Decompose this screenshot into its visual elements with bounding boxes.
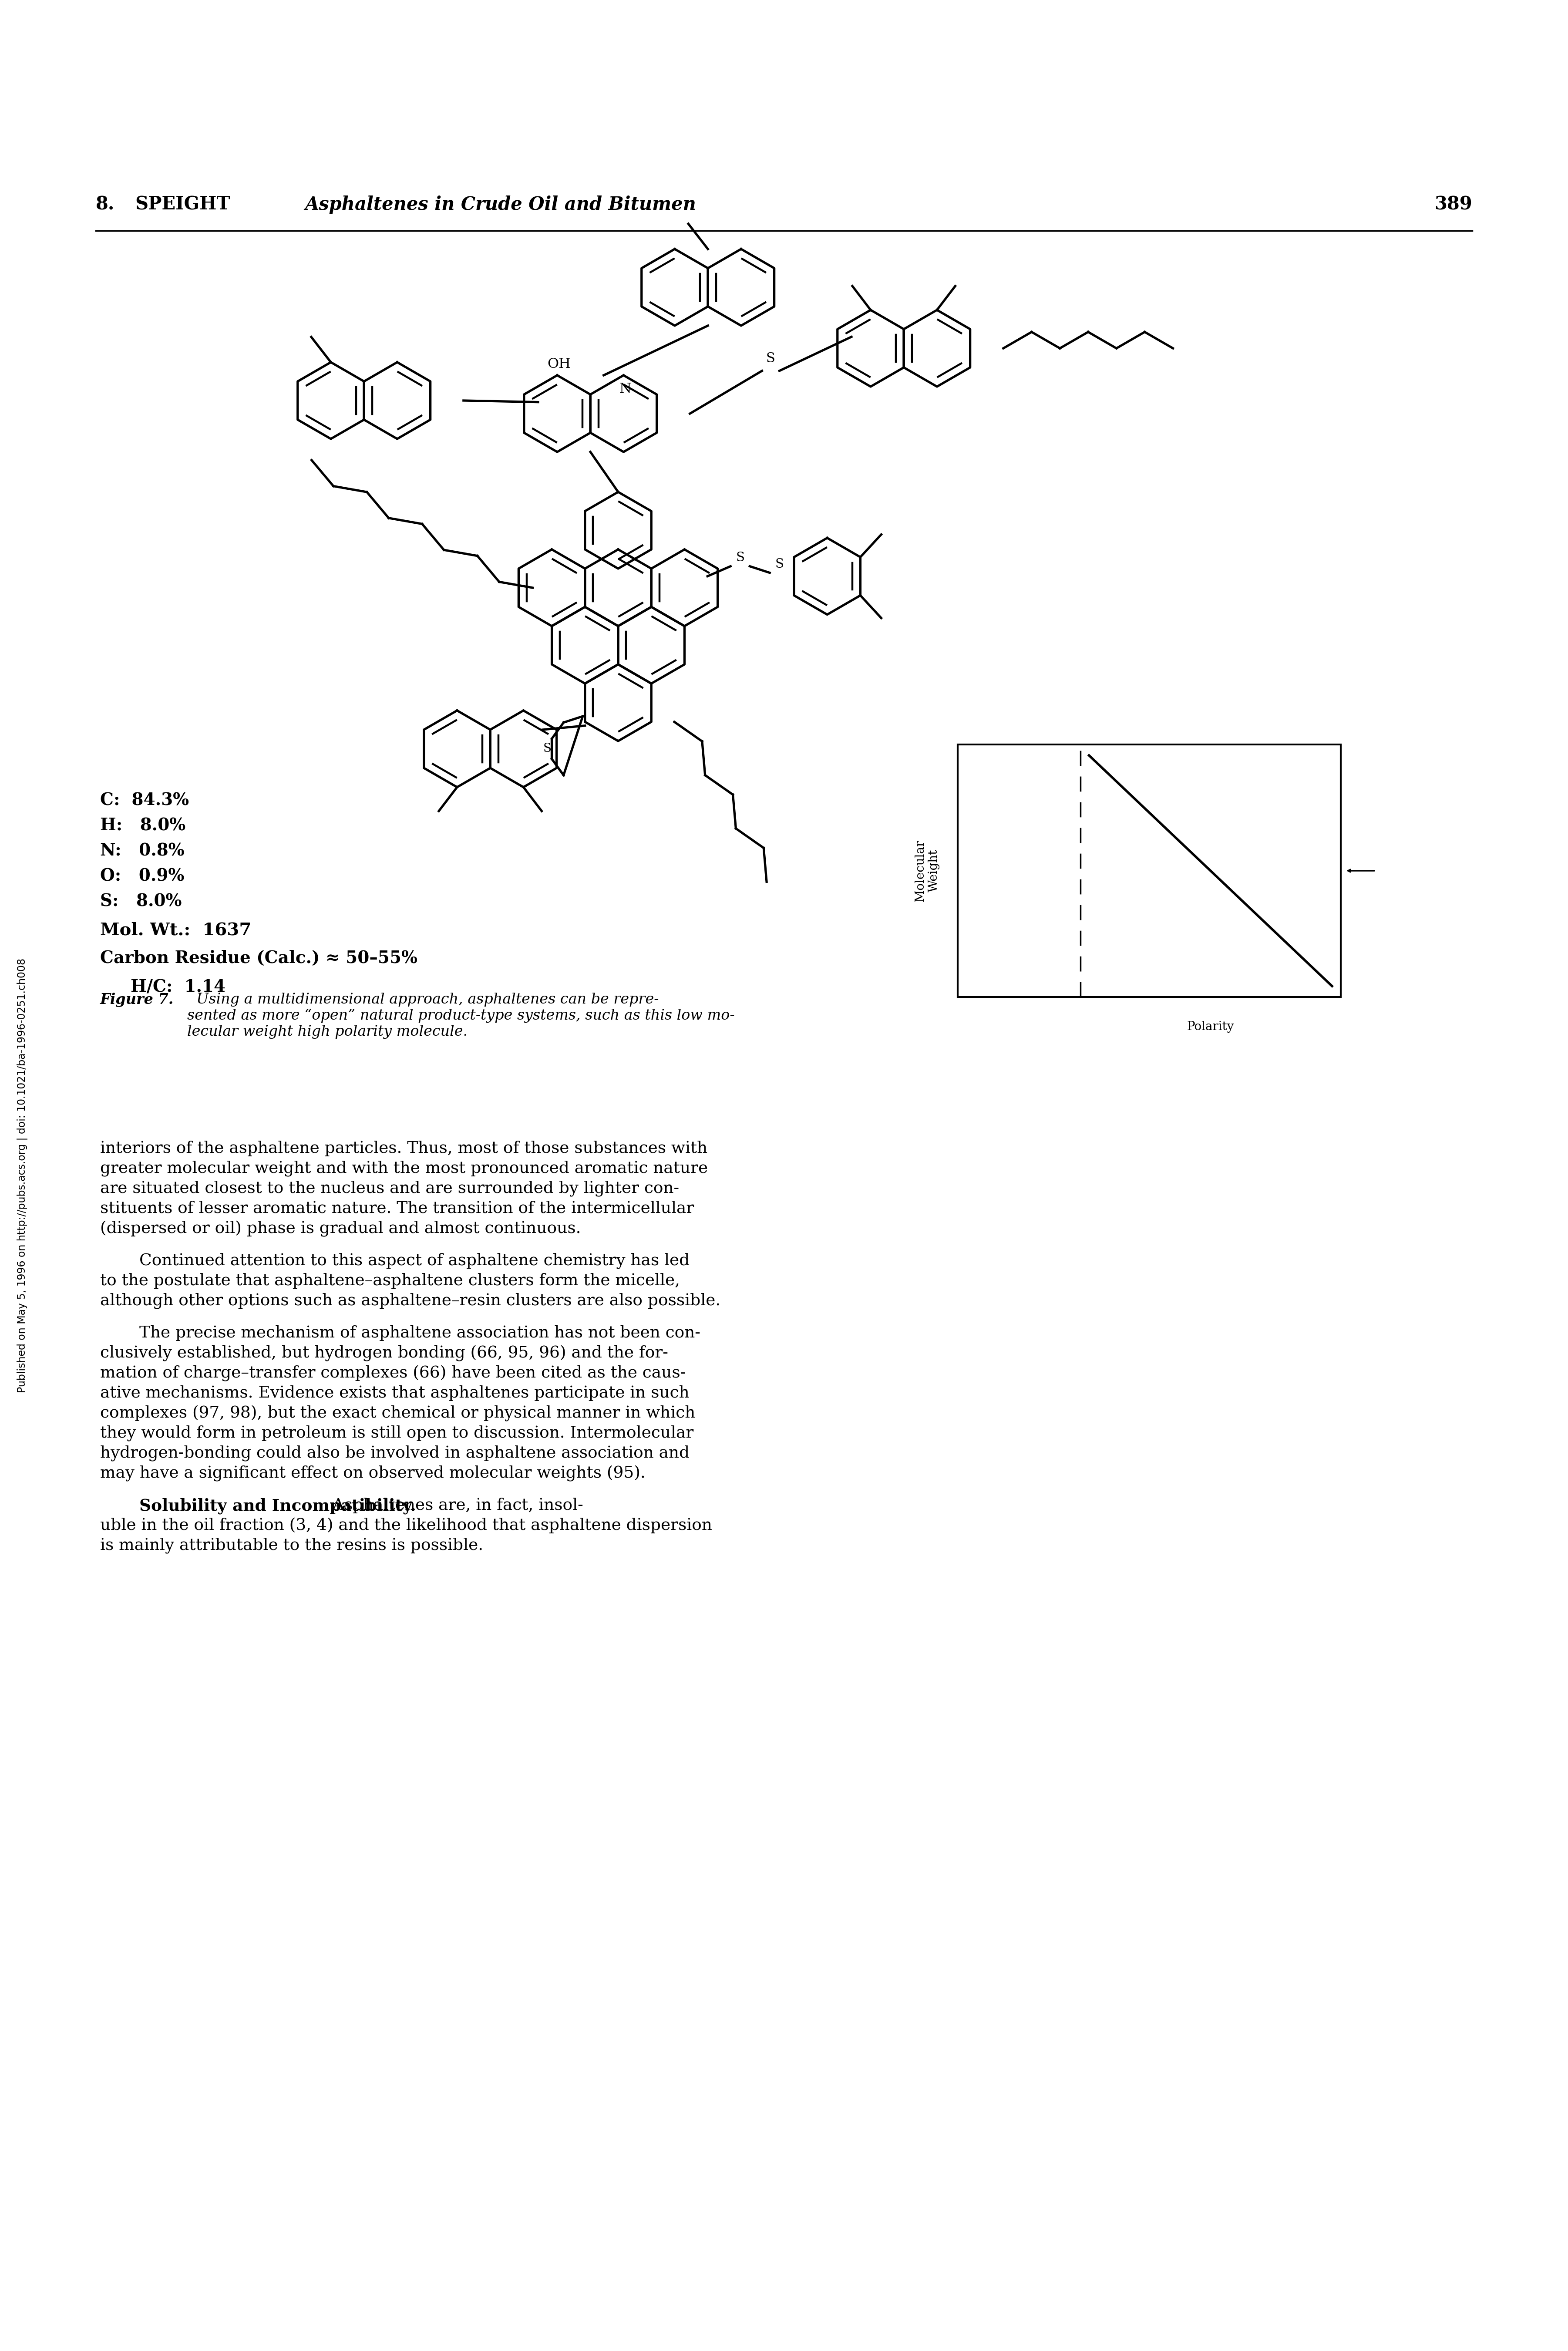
Text: Asphaltenes are, in fact, insol-: Asphaltenes are, in fact, insol- xyxy=(321,1498,583,1514)
Text: Figure 7.: Figure 7. xyxy=(100,992,174,1006)
Text: S:   8.0%: S: 8.0% xyxy=(100,893,182,910)
Text: clusively established, but hydrogen bonding (66, 95, 96) and the for-: clusively established, but hydrogen bond… xyxy=(100,1345,668,1361)
Text: (dispersed or oil) phase is gradual and almost continuous.: (dispersed or oil) phase is gradual and … xyxy=(100,1220,580,1237)
Text: N:   0.8%: N: 0.8% xyxy=(100,844,185,860)
Text: Using a multidimensional approach, asphaltenes can be repre-
sented as more “ope: Using a multidimensional approach, aspha… xyxy=(187,992,735,1039)
Text: may have a significant effect on observed molecular weights (95).: may have a significant effect on observe… xyxy=(100,1465,646,1481)
Text: Mol. Wt.:  1637: Mol. Wt.: 1637 xyxy=(100,922,251,938)
Text: greater molecular weight and with the most pronounced aromatic nature: greater molecular weight and with the mo… xyxy=(100,1161,707,1176)
Text: although other options such as asphaltene–resin clusters are also possible.: although other options such as asphalten… xyxy=(100,1293,721,1310)
Text: SPEIGHT: SPEIGHT xyxy=(135,195,230,214)
Text: stituents of lesser aromatic nature. The transition of the intermicellular: stituents of lesser aromatic nature. The… xyxy=(100,1201,695,1215)
Text: The precise mechanism of asphaltene association has not been con-: The precise mechanism of asphaltene asso… xyxy=(140,1326,701,1340)
Bar xyxy=(958,745,1341,997)
Text: Published on May 5, 1996 on http://pubs.acs.org | doi: 10.1021/ba-1996-0251.ch00: Published on May 5, 1996 on http://pubs.… xyxy=(17,959,28,1392)
Text: Carbon Residue (Calc.) ≈ 50–55%: Carbon Residue (Calc.) ≈ 50–55% xyxy=(100,950,417,966)
Text: hydrogen-bonding could also be involved in asphaltene association and: hydrogen-bonding could also be involved … xyxy=(100,1446,690,1462)
Text: to the postulate that asphaltene–asphaltene clusters form the micelle,: to the postulate that asphaltene–asphalt… xyxy=(100,1272,681,1288)
Text: Polarity: Polarity xyxy=(1187,1020,1234,1032)
Text: Asphaltenes in Crude Oil and Bitumen: Asphaltenes in Crude Oil and Bitumen xyxy=(304,195,696,214)
Text: 389: 389 xyxy=(1435,195,1472,214)
Text: OH: OH xyxy=(547,357,571,371)
Text: Molecular
Weight: Molecular Weight xyxy=(914,839,939,903)
Text: S: S xyxy=(767,353,775,364)
Text: they would form in petroleum is still open to discussion. Intermolecular: they would form in petroleum is still op… xyxy=(100,1425,693,1441)
Text: uble in the oil fraction (3, 4) and the likelihood that asphaltene dispersion: uble in the oil fraction (3, 4) and the … xyxy=(100,1519,712,1533)
Text: H/C:  1.14: H/C: 1.14 xyxy=(130,978,226,994)
Text: Continued attention to this aspect of asphaltene chemistry has led: Continued attention to this aspect of as… xyxy=(140,1253,690,1270)
Text: S: S xyxy=(735,552,745,564)
Text: is mainly attributable to the resins is possible.: is mainly attributable to the resins is … xyxy=(100,1538,483,1554)
Text: N: N xyxy=(619,383,632,395)
Text: O:   0.9%: O: 0.9% xyxy=(100,868,185,884)
Text: Solubility and Incompatibility.: Solubility and Incompatibility. xyxy=(140,1498,416,1514)
Text: S: S xyxy=(775,557,784,571)
Text: C:  84.3%: C: 84.3% xyxy=(100,792,190,809)
Text: interiors of the asphaltene particles. Thus, most of those substances with: interiors of the asphaltene particles. T… xyxy=(100,1140,707,1157)
Text: mation of charge–transfer complexes (66) have been cited as the caus-: mation of charge–transfer complexes (66)… xyxy=(100,1366,685,1382)
Text: complexes (97, 98), but the exact chemical or physical manner in which: complexes (97, 98), but the exact chemic… xyxy=(100,1406,695,1422)
Text: H:   8.0%: H: 8.0% xyxy=(100,818,185,835)
Text: S: S xyxy=(543,743,552,755)
Text: ative mechanisms. Evidence exists that asphaltenes participate in such: ative mechanisms. Evidence exists that a… xyxy=(100,1385,690,1401)
Text: 8.: 8. xyxy=(96,195,114,214)
Text: are situated closest to the nucleus and are surrounded by lighter con-: are situated closest to the nucleus and … xyxy=(100,1180,679,1197)
